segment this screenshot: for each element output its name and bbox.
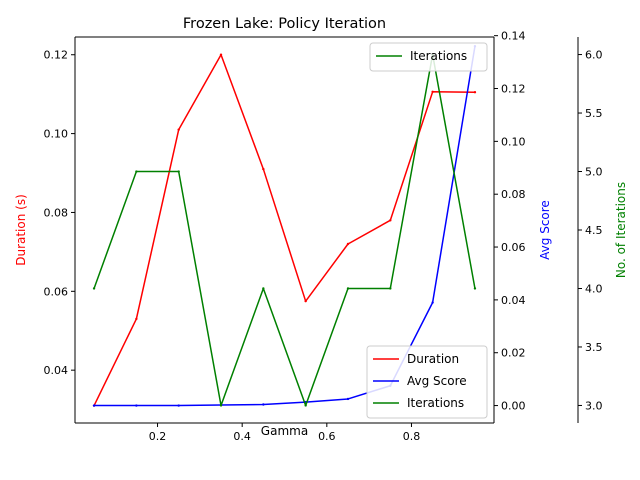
data-point bbox=[473, 287, 477, 290]
data-point bbox=[346, 242, 350, 246]
x-tick-label: 0.8 bbox=[403, 430, 421, 443]
data-point bbox=[389, 287, 392, 290]
right2-axis-label: No. of Iterations bbox=[614, 182, 628, 278]
data-point bbox=[219, 404, 223, 407]
right-tick-label: 0.00 bbox=[501, 400, 526, 413]
data-point bbox=[177, 170, 180, 173]
x-tick-label: 0.2 bbox=[149, 430, 167, 443]
data-point bbox=[431, 90, 434, 94]
left-tick-label: 0.04 bbox=[44, 364, 69, 377]
data-point bbox=[135, 317, 138, 321]
right-tick-label: 0.10 bbox=[501, 135, 526, 148]
series-line bbox=[93, 53, 475, 406]
series-line bbox=[93, 53, 476, 407]
x-tick-label: 0.4 bbox=[233, 430, 251, 443]
data-point bbox=[92, 287, 96, 290]
data-point bbox=[177, 404, 180, 407]
right2-tick-label: 5.0 bbox=[585, 166, 603, 179]
x-axis-label: Gamma bbox=[261, 424, 308, 438]
data-point bbox=[262, 287, 265, 290]
data-point bbox=[262, 167, 265, 171]
data-point bbox=[135, 170, 138, 173]
right-tick-label: 0.02 bbox=[501, 347, 526, 360]
series-line bbox=[94, 46, 476, 407]
left-tick-label: 0.10 bbox=[44, 128, 69, 141]
data-point bbox=[431, 301, 434, 304]
left-tick-label: 0.06 bbox=[44, 285, 69, 298]
data-point bbox=[304, 299, 307, 303]
data-point bbox=[262, 403, 265, 406]
right-tick-label: 0.12 bbox=[501, 83, 526, 96]
legend-label: Iterations bbox=[410, 49, 467, 63]
right2-tick-label: 3.5 bbox=[585, 341, 603, 354]
right-axis-label: Avg Score bbox=[538, 200, 552, 260]
legend-label: Iterations bbox=[407, 396, 464, 410]
ticks: 0.2 0.4 0.6 0.8 0.04 0.06 0.08 0.10 0.12 0.00 0.02… bbox=[44, 30, 603, 443]
data-point bbox=[473, 90, 477, 94]
data-point bbox=[346, 287, 350, 290]
right2-tick-label: 4.5 bbox=[585, 224, 603, 237]
right2-tick-label: 5.5 bbox=[585, 107, 603, 120]
data-point bbox=[389, 219, 392, 222]
legend-label: Avg Score bbox=[407, 374, 467, 388]
left-tick-label: 0.12 bbox=[44, 49, 69, 62]
data-point bbox=[135, 404, 138, 407]
series-layer bbox=[92, 45, 477, 407]
data-point bbox=[92, 404, 96, 407]
chart-title: Frozen Lake: Policy Iteration bbox=[183, 16, 386, 32]
data-point bbox=[177, 128, 180, 131]
right2-tick-label: 4.0 bbox=[585, 282, 603, 295]
data-point bbox=[304, 404, 307, 407]
legend-box bbox=[369, 42, 488, 72]
right-tick-label: 0.06 bbox=[501, 241, 526, 254]
right-tick-label: 0.14 bbox=[501, 30, 526, 43]
legend-box bbox=[366, 345, 488, 419]
right-tick-label: 0.04 bbox=[501, 294, 526, 307]
x-tick-label: 0.6 bbox=[318, 430, 336, 443]
right-tick-label: 0.08 bbox=[501, 188, 526, 201]
right2-tick-label: 3.0 bbox=[585, 399, 603, 412]
left-axis-label: Duration (s) bbox=[14, 194, 28, 266]
legend-label: Duration bbox=[407, 352, 459, 366]
data-point bbox=[346, 397, 350, 401]
legend-secondary: Iterations bbox=[369, 42, 488, 72]
legend-main: Duration Avg Score Iterations bbox=[366, 345, 488, 419]
left-tick-label: 0.08 bbox=[44, 206, 69, 219]
data-point bbox=[219, 53, 223, 56]
series-iterations bbox=[92, 53, 477, 407]
right2-tick-label: 6.0 bbox=[585, 49, 603, 62]
